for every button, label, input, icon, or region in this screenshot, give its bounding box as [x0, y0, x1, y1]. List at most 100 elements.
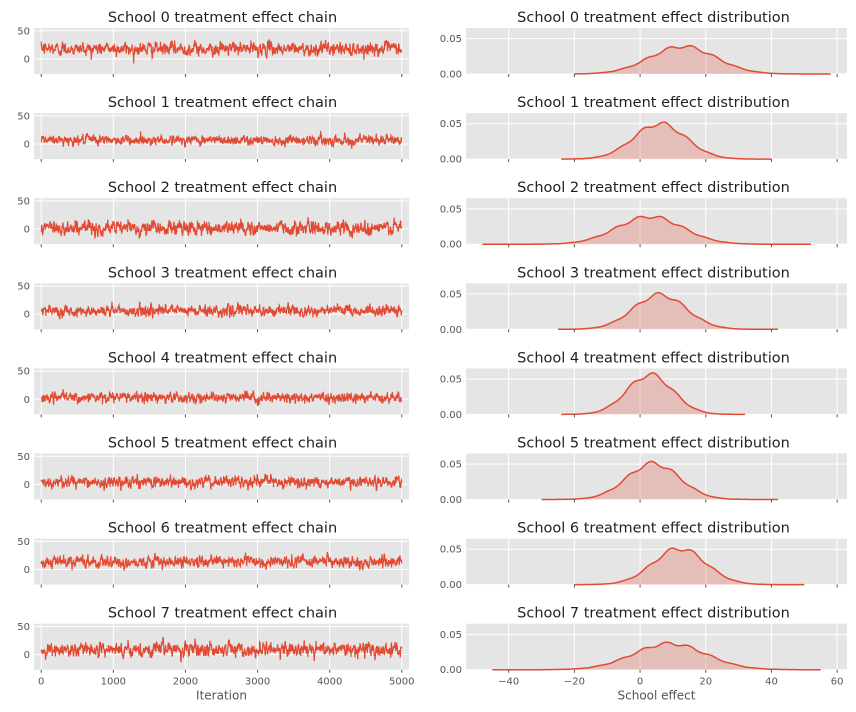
dist-axes-bg: [466, 198, 847, 245]
chain-axes-bg: [34, 453, 409, 500]
dist-ytick-label: 0.05: [440, 630, 462, 641]
dist-title: School 3 treatment effect distribution: [517, 265, 790, 281]
chain-panel-0: 0 50 School 0 treatment effect chain: [17, 10, 409, 77]
dist-xtick-label: −20: [564, 677, 585, 688]
chain-ytick-label: 0: [24, 225, 30, 236]
chain-axes-bg: [34, 113, 409, 160]
chain-ytick-label: 0: [24, 565, 30, 576]
chain-title: School 5 treatment effect chain: [108, 436, 337, 452]
dist-curve: [541, 460, 778, 501]
dist-fill: [561, 372, 746, 415]
dist-curve: [492, 641, 821, 671]
chain-axes-bg: [34, 28, 409, 74]
chain-trace-line: [40, 636, 403, 663]
chain-title: School 6 treatment effect chain: [108, 521, 337, 537]
dist-curve: [574, 44, 831, 75]
dist-axes-bg: [466, 28, 847, 74]
chain-ytick-label: 50: [17, 622, 30, 633]
chain-ytick-label: 50: [17, 367, 30, 378]
chain-ytick-label: 0: [24, 139, 30, 150]
dist-fill: [574, 548, 805, 585]
dist-title: School 2 treatment effect distribution: [517, 180, 790, 196]
chain-panel-4: 0 50 School 4 treatment effect chain: [17, 350, 409, 418]
dist-xlabel: School effect: [618, 689, 696, 703]
dist-fill: [574, 45, 831, 74]
dist-ytick-label: 0.00: [440, 240, 462, 251]
dist-ytick-label: 0.05: [440, 289, 462, 300]
chain-panel-6: 0 50 School 6 treatment effect chain: [17, 521, 409, 588]
chain-xtick-label: 4000: [317, 677, 342, 688]
dist-panel-2: 0.00 0.05 School 2 treatment effect distri…: [440, 180, 847, 251]
chain-ytick-label: 0: [24, 395, 30, 406]
chain-axes-bg: [34, 368, 409, 415]
dist-panel-7: 0.00 0.05 −40 −20 0 20 40 60 School effect School…: [440, 606, 847, 703]
dist-ytick-label: 0.00: [440, 495, 462, 506]
chain-title: School 1 treatment effect chain: [108, 95, 337, 111]
dist-panel-1: 0.00 0.05 School 1 treatment effect distri…: [440, 95, 847, 166]
dist-title: School 7 treatment effect distribution: [517, 606, 790, 622]
chain-trace-line: [40, 301, 403, 320]
chain-panel-2: 0 50 School 2 treatment effect chain: [17, 180, 409, 248]
dist-fill: [492, 642, 821, 670]
dist-xtick-label: 0: [637, 677, 643, 688]
chain-panel-3: 0 50 School 3 treatment effect chain: [17, 265, 409, 333]
chain-axes-bg: [34, 283, 409, 330]
dist-xtick-label: 60: [831, 677, 844, 688]
chain-axes-bg: [34, 198, 409, 245]
chain-title: School 4 treatment effect chain: [108, 350, 337, 366]
chain-trace-line: [40, 473, 403, 492]
chain-xtick-label: 2000: [173, 677, 198, 688]
dist-xtick-label: −40: [498, 677, 519, 688]
dist-ytick-label: 0.00: [440, 325, 462, 336]
chain-panel-1: 0 50 School 1 treatment effect chain: [17, 95, 409, 163]
dist-panel-3: 0.00 0.05 School 3 treatment effect distri…: [440, 265, 847, 336]
chain-ytick-label: 50: [17, 282, 30, 293]
chain-panel-5: 0 50 School 5 treatment effect chain: [17, 436, 409, 503]
dist-title: School 4 treatment effect distribution: [517, 350, 790, 366]
dist-ytick-label: 0.05: [440, 204, 462, 215]
chain-ytick-label: 0: [24, 310, 30, 321]
dist-fill: [561, 122, 772, 160]
dist-panel-0: 0.00 0.05 School 0 treatment effect distri…: [440, 10, 847, 81]
dist-title: School 0 treatment effect distribution: [517, 10, 790, 26]
dist-curve: [561, 372, 746, 416]
chain-xlabel: Iteration: [196, 689, 247, 703]
dist-curve: [561, 121, 772, 160]
dist-ytick-label: 0.05: [440, 545, 462, 556]
dist-ytick-label: 0.05: [440, 34, 462, 45]
dist-axes-bg: [466, 453, 847, 500]
dist-curve: [574, 547, 805, 586]
chain-ytick-label: 50: [17, 111, 30, 122]
dist-ytick-label: 0.00: [440, 665, 462, 676]
chain-trace-line: [40, 552, 403, 572]
dist-fill: [541, 461, 778, 500]
dist-panel-5: 0.00 0.05 School 5 treatment effect distri…: [440, 436, 847, 506]
chain-title: School 2 treatment effect chain: [108, 180, 337, 196]
dist-ytick-label: 0.00: [440, 410, 462, 421]
chain-ytick-label: 0: [24, 480, 30, 491]
dist-fill: [482, 216, 811, 245]
chain-title: School 0 treatment effect chain: [108, 10, 337, 26]
dist-axes-bg: [466, 113, 847, 160]
dist-title: School 5 treatment effect distribution: [517, 436, 790, 452]
chain-trace-line: [40, 389, 403, 407]
chain-xtick-label: 3000: [245, 677, 270, 688]
dist-curve: [558, 291, 778, 331]
chain-ytick-label: 50: [17, 26, 30, 37]
dist-ytick-label: 0.00: [440, 580, 462, 591]
chain-xtick-label: 1000: [101, 677, 126, 688]
dist-axes-bg: [466, 283, 847, 330]
chain-trace-line: [40, 39, 403, 64]
dist-xtick-label: 40: [765, 677, 778, 688]
dist-axes-bg: [466, 368, 847, 415]
chain-ytick-label: 50: [17, 452, 30, 463]
dist-ytick-label: 0.00: [440, 70, 462, 81]
dist-panel-4: 0.00 0.05 School 4 treatment effect distri…: [440, 350, 847, 421]
chain-title: School 7 treatment effect chain: [108, 606, 337, 622]
dist-fill: [558, 292, 778, 330]
chain-xtick-label: 5000: [389, 677, 414, 688]
chain-ytick-label: 50: [17, 197, 30, 208]
dist-ytick-label: 0.05: [440, 460, 462, 471]
